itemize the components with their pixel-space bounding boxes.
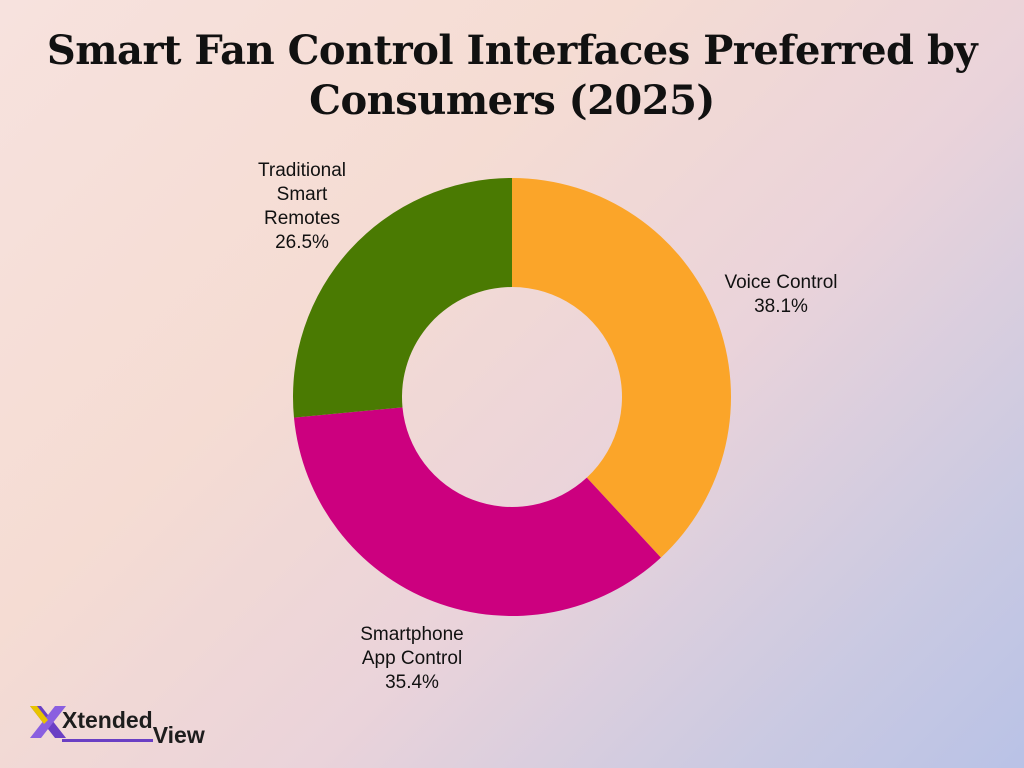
brand-logo: Xtended View bbox=[28, 702, 205, 748]
x-logo-icon bbox=[30, 706, 66, 738]
slice-category-label: Remotes bbox=[264, 208, 340, 229]
logo-text-primary: Xtended bbox=[62, 707, 153, 742]
slice-category-label: App Control bbox=[362, 648, 462, 669]
slice-category-label: Smartphone bbox=[360, 624, 464, 645]
slice-category-label: Smart bbox=[277, 184, 328, 205]
logo-text-secondary: View bbox=[152, 722, 205, 748]
donut-slice-1 bbox=[512, 178, 731, 558]
slice-label-1: Voice Control 38.1% bbox=[724, 272, 837, 317]
donut-slice-3 bbox=[292, 178, 512, 418]
donut-slice-2 bbox=[293, 407, 661, 616]
slice-label-3: Traditional Smart Remotes 26.5% bbox=[258, 160, 346, 253]
chart-title: Smart Fan Control Interfaces Preferred b… bbox=[46, 27, 978, 124]
slice-label-2: Smartphone App Control 35.4% bbox=[360, 624, 464, 693]
slice-value-label: 38.1% bbox=[754, 296, 808, 317]
slice-category-label: Voice Control bbox=[724, 272, 837, 293]
slice-value-label: 35.4% bbox=[385, 672, 439, 693]
slice-value-label: 26.5% bbox=[275, 232, 329, 253]
slice-category-label: Traditional bbox=[258, 160, 346, 181]
